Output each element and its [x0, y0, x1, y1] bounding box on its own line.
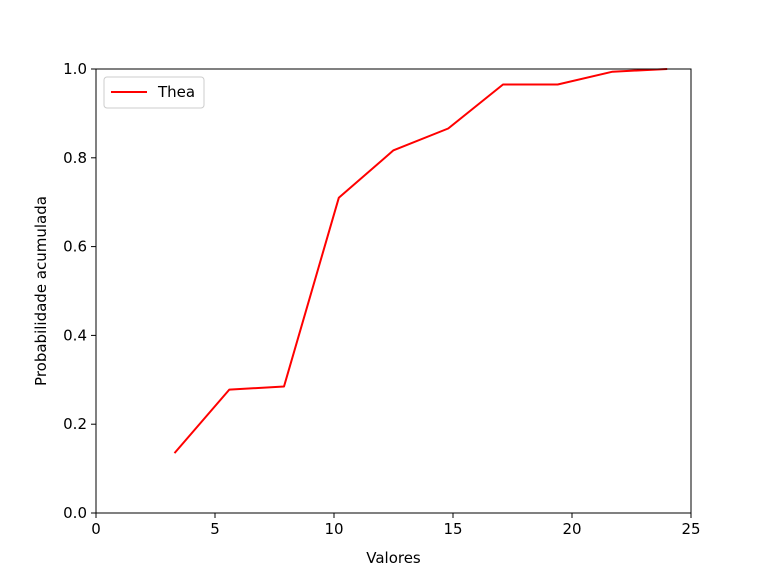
- y-tick-label: 0.8: [63, 149, 87, 167]
- x-axis-ticks: 0 5 10 15 20 25: [91, 513, 701, 538]
- axes-frame: [95, 68, 692, 514]
- y-axis-ticks: 0.0 0.2 0.4 0.6 0.8 1.0: [63, 60, 96, 522]
- y-tick-label: 0.4: [63, 326, 87, 344]
- legend-label: Thea: [157, 83, 195, 101]
- y-tick-label: 0.6: [63, 238, 87, 256]
- y-tick-label: 0.0: [63, 504, 87, 522]
- x-tick-label: 20: [562, 520, 581, 538]
- y-tick-label: 1.0: [63, 60, 87, 78]
- y-tick-label: 0.2: [63, 415, 87, 433]
- x-tick-label: 15: [443, 520, 462, 538]
- series-line-thea: [173, 68, 668, 454]
- x-tick-label: 0: [91, 520, 101, 538]
- legend-box: [103, 76, 205, 109]
- x-tick-label: 5: [210, 520, 220, 538]
- x-axis-label: Valores: [366, 549, 421, 567]
- plot-area: [173, 68, 668, 454]
- y-axis-label: Probabilidade acumulada: [32, 196, 50, 386]
- x-tick-label: 10: [324, 520, 343, 538]
- legend: Thea: [103, 76, 205, 109]
- x-tick-label: 25: [681, 520, 700, 538]
